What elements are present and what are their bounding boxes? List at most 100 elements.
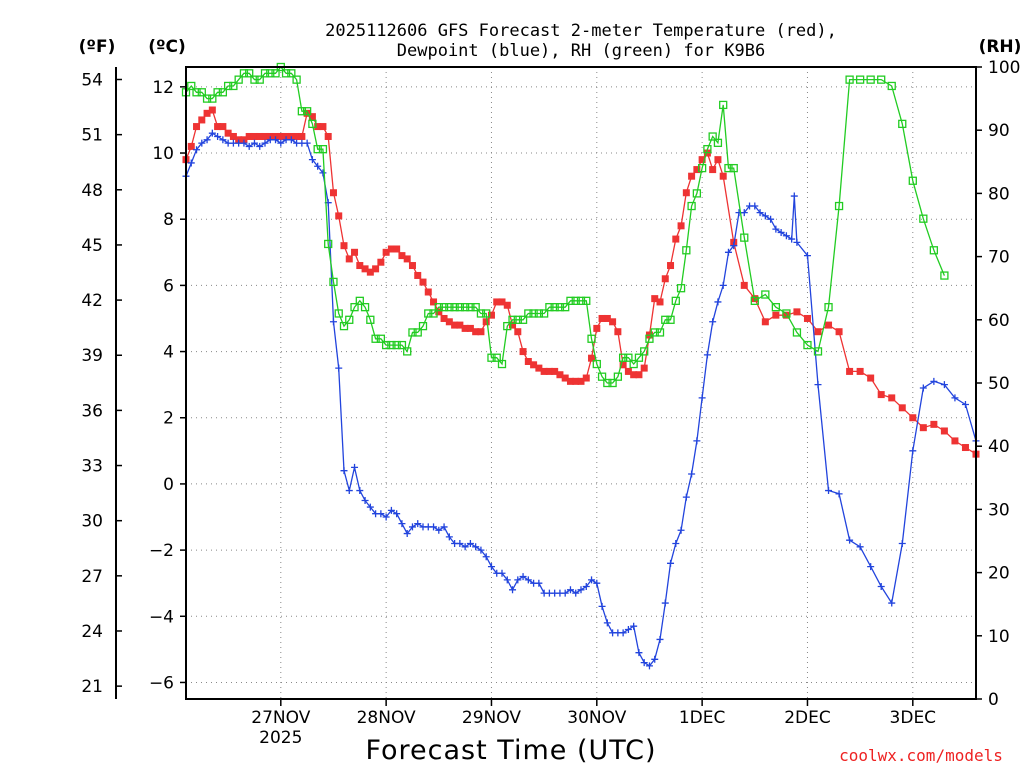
rh-point: [750, 296, 759, 305]
rh-point: [566, 296, 575, 305]
rh-point: [439, 303, 449, 312]
fahrenheit-tick-label: 24: [81, 622, 103, 642]
rh-point: [771, 303, 781, 312]
dewpoint-point: [524, 576, 532, 584]
rh-point: [371, 334, 380, 343]
rh-point: [497, 359, 507, 369]
temperature-point: [940, 427, 948, 435]
rh-point: [545, 303, 554, 312]
temperature-point: [603, 314, 611, 322]
dewpoint-point: [577, 586, 585, 594]
rh-point: [397, 340, 407, 350]
rh-point: [297, 107, 307, 116]
celsius-tick-label: 12: [152, 78, 174, 98]
temperature-point: [356, 262, 364, 270]
temperature-point: [351, 248, 359, 256]
rh-point: [929, 246, 939, 255]
rh-point: [218, 88, 228, 97]
dewpoint-point: [219, 136, 227, 144]
dewpoint-point: [435, 526, 443, 534]
rh-point: [281, 69, 291, 78]
temperature-point: [877, 391, 885, 399]
rh-point: [329, 277, 338, 287]
dewpoint-point: [519, 573, 527, 581]
rh-point: [334, 309, 343, 318]
temperature-point: [314, 123, 322, 131]
rh-tick-label: 60: [988, 311, 1010, 331]
x-tick-label: 29NOV: [462, 708, 521, 728]
rh-point: [350, 303, 359, 312]
rh-point: [239, 69, 249, 78]
temperature-point: [682, 189, 690, 197]
rh-tick-label: 20: [988, 564, 1010, 584]
temperature-point: [329, 189, 337, 197]
fahrenheit-tick-label: 33: [81, 457, 103, 477]
dewpoint-point: [361, 496, 369, 504]
rh-point: [576, 296, 586, 305]
rh-point: [376, 334, 386, 343]
temperature-point: [588, 354, 596, 362]
temperature-point: [335, 212, 343, 220]
dewpoint-point: [472, 543, 480, 551]
rh-point: [803, 340, 812, 350]
dewpoint-point: [387, 506, 395, 514]
temperature-point: [566, 377, 574, 385]
rh-point: [713, 138, 723, 147]
rh-point: [381, 340, 391, 350]
temperature-point: [208, 106, 216, 114]
rh-point: [445, 303, 454, 312]
temperature-point: [503, 301, 511, 309]
temperature-point: [193, 123, 201, 131]
dewpoint-point: [250, 139, 258, 147]
rh-point: [292, 75, 301, 84]
dewpoint-point: [682, 493, 690, 501]
rh-point: [492, 353, 501, 362]
rh-point: [729, 163, 738, 173]
rh-point: [761, 290, 770, 299]
rh-tick-label: 80: [988, 184, 1010, 204]
temperature-point: [672, 235, 680, 243]
fahrenheit-tick-label: 30: [81, 512, 103, 532]
dewpoint-point: [535, 579, 543, 587]
rh-point: [824, 303, 833, 312]
celsius-tick-label: 0: [163, 475, 174, 495]
temperature-point: [640, 364, 648, 372]
temperature-point: [693, 166, 701, 174]
rh-point: [534, 309, 544, 318]
dewpoint-point: [645, 662, 653, 670]
dewpoint-point: [677, 526, 685, 534]
temperature-point: [203, 109, 211, 117]
temperature-point: [498, 298, 506, 306]
rh-point: [697, 163, 707, 173]
dewpoint-point: [414, 520, 422, 528]
dewpoint-point: [661, 599, 669, 607]
dewpoint-point: [730, 242, 738, 250]
dewpoint-point: [498, 569, 506, 577]
temperature-point: [403, 255, 411, 263]
dewpoint-point: [208, 129, 216, 137]
dewpoint-point: [782, 232, 790, 240]
temperature-point: [430, 298, 438, 306]
temperature-point: [435, 308, 443, 316]
rh-point: [302, 107, 312, 116]
temperature-point: [909, 414, 917, 422]
rh-point: [339, 321, 349, 331]
rh-tick-label: 0: [988, 690, 999, 710]
dewpoint-point: [814, 381, 822, 389]
fahrenheit-tick-label: 54: [81, 71, 103, 91]
rh-point: [887, 81, 896, 91]
temperature-point: [530, 361, 538, 369]
temperature-point: [535, 364, 543, 372]
temperature-point: [867, 374, 875, 382]
dewpoint-point: [724, 248, 732, 256]
rh-point: [245, 69, 254, 78]
temperature-point: [261, 132, 269, 140]
rh-point: [671, 296, 680, 305]
rh-point: [260, 69, 270, 78]
temperature-point: [456, 321, 464, 329]
rh-tick-label: 70: [988, 248, 1010, 268]
celsius-tick-label: 4: [163, 343, 174, 363]
rh-point: [229, 81, 238, 91]
x-tick-label: 28NOV: [357, 708, 416, 728]
rh-point: [618, 353, 628, 362]
